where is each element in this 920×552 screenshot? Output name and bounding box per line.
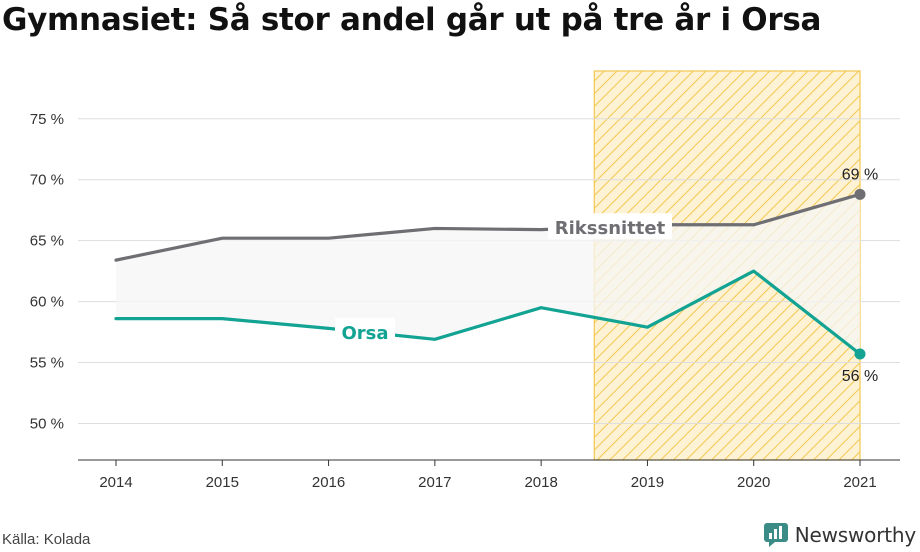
y-tick-label: 55 % bbox=[30, 355, 64, 372]
end-value-label: 56 % bbox=[842, 368, 878, 385]
y-tick-label: 60 % bbox=[30, 294, 64, 311]
x-tick-label: 2019 bbox=[631, 474, 664, 491]
series-label-bg bbox=[548, 213, 672, 240]
newsworthy-logo: Newsworthy bbox=[763, 522, 916, 548]
y-tick-label: 50 % bbox=[30, 415, 64, 432]
x-tick-label: 2014 bbox=[99, 474, 132, 491]
series-line-orsa bbox=[114, 269, 862, 356]
series-label-rikssnittet: Rikssnittet bbox=[555, 218, 666, 239]
y-tick-label: 75 % bbox=[30, 111, 64, 128]
x-tick-label: 2018 bbox=[524, 474, 557, 491]
end-value-label: 69 % bbox=[842, 166, 878, 183]
end-point-orsa bbox=[854, 348, 866, 360]
series-label-bg bbox=[335, 318, 395, 345]
brand-name: Newsworthy bbox=[794, 523, 916, 547]
end-point-rikssnittet bbox=[854, 188, 866, 200]
y-tick-label: 70 % bbox=[30, 172, 64, 189]
chart-title: Gymnasiet: Så stor andel går ut på tre å… bbox=[2, 2, 822, 38]
series-line-rikssnittet bbox=[114, 192, 862, 262]
source-note: Källa: Kolada bbox=[2, 531, 91, 548]
y-tick-label: 65 % bbox=[30, 233, 64, 250]
x-tick-label: 2015 bbox=[206, 474, 239, 491]
x-tick-label: 2021 bbox=[843, 474, 876, 491]
x-tick-label: 2016 bbox=[312, 474, 345, 491]
gap-area bbox=[116, 194, 860, 354]
x-tick-label: 2020 bbox=[737, 474, 770, 491]
x-tick-label: 2017 bbox=[418, 474, 451, 491]
series-label-orsa: Orsa bbox=[341, 323, 388, 344]
newsworthy-icon bbox=[763, 523, 788, 547]
